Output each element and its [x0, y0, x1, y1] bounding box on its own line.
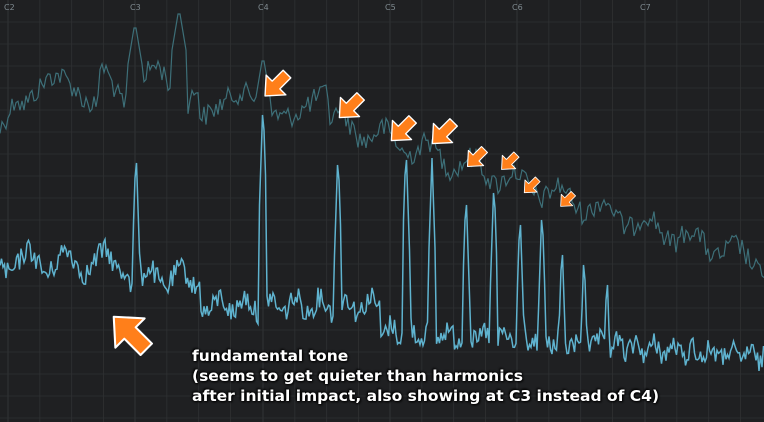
- harmonic-arrow-icon: [390, 115, 417, 142]
- current-spectrum-trace: [0, 114, 764, 371]
- harmonic-arrow-icon: [560, 191, 576, 207]
- harmonic-arrow-icon: [264, 69, 292, 97]
- fundamental-arrow-icon: [112, 315, 153, 356]
- caption-line-3: after initial impact, also showing at C3…: [192, 387, 660, 405]
- note-label-c3: C3: [130, 3, 141, 12]
- harmonic-arrow-icon: [501, 151, 520, 170]
- peak-hold-trace: [0, 13, 764, 278]
- note-label-c7: C7: [640, 3, 651, 12]
- harmonic-arrow-icon: [523, 176, 541, 194]
- note-label-c5: C5: [385, 3, 396, 12]
- harmonic-arrow-icon: [431, 118, 458, 145]
- harmonic-arrow-icon: [338, 92, 365, 119]
- harmonic-arrow-icon: [466, 146, 488, 168]
- annotation-caption: fundamental tone (seems to get quieter t…: [192, 346, 752, 406]
- note-label-c4: C4: [258, 3, 269, 12]
- caption-line-2: (seems to get quieter than harmonics: [192, 367, 523, 385]
- note-label-c6: C6: [512, 3, 523, 12]
- caption-line-1: fundamental tone: [192, 347, 349, 365]
- note-label-c2: C2: [4, 3, 15, 12]
